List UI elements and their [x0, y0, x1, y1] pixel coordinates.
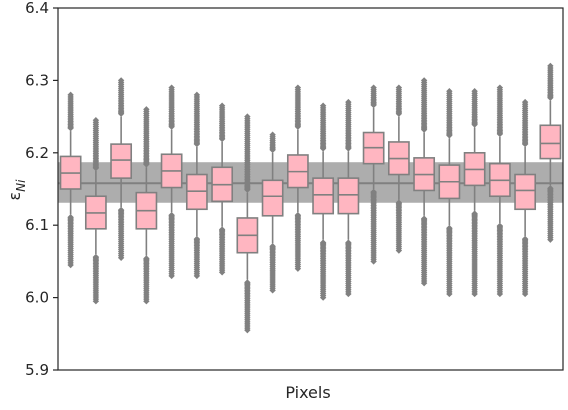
flier	[370, 84, 377, 91]
flier	[547, 62, 554, 70]
flier	[67, 91, 74, 99]
box-4	[135, 106, 158, 305]
box-2	[84, 117, 107, 305]
box-5	[160, 84, 183, 280]
flier	[319, 294, 327, 301]
flier	[294, 84, 302, 91]
flier	[345, 290, 352, 298]
flier	[168, 272, 175, 280]
axes-frame	[57, 7, 564, 371]
flier	[521, 98, 529, 106]
flier	[143, 298, 150, 305]
flier	[168, 84, 175, 91]
flier	[496, 84, 504, 91]
x-axis-label: Pixels	[285, 383, 330, 402]
y-axis-label-main: ε	[5, 192, 24, 201]
box-17	[463, 88, 486, 298]
flier	[446, 290, 453, 298]
flier	[521, 290, 529, 298]
y-axis-label: εNi	[5, 179, 28, 201]
flier	[218, 102, 226, 109]
flier	[496, 290, 504, 298]
plot-area	[58, 62, 563, 334]
flier	[269, 131, 276, 138]
box-iqr	[110, 143, 133, 179]
box-16	[438, 88, 461, 298]
flier	[471, 290, 478, 298]
box-15	[413, 77, 436, 287]
box-8	[236, 113, 259, 334]
flier	[395, 84, 403, 91]
box-6	[185, 91, 208, 280]
box-iqr	[261, 179, 284, 217]
y-tick-label: 5.9	[25, 361, 49, 379]
y-tick-label: 6.4	[25, 0, 49, 17]
flier	[218, 269, 226, 276]
box-3	[110, 77, 133, 261]
box-14	[387, 84, 410, 254]
flier	[244, 113, 251, 120]
box-7	[211, 102, 234, 276]
flier	[345, 98, 352, 106]
flier	[143, 106, 150, 113]
box-1	[59, 91, 82, 269]
flier	[117, 254, 125, 261]
flier	[319, 102, 327, 109]
flier	[471, 88, 478, 95]
box-iqr	[514, 173, 537, 211]
box-12	[337, 98, 360, 298]
flier	[269, 287, 276, 294]
flier	[193, 91, 201, 99]
y-tick-label: 6.3	[25, 71, 49, 89]
flier	[193, 272, 201, 280]
flier	[420, 279, 428, 287]
flier	[395, 247, 403, 254]
box-11	[312, 102, 335, 301]
y-tick-label: 6.0	[25, 289, 49, 307]
flier	[294, 265, 302, 272]
box-10	[286, 84, 309, 272]
flier	[92, 117, 100, 124]
flier	[67, 261, 74, 269]
flier	[92, 298, 100, 305]
box-9	[261, 131, 284, 294]
box-18	[488, 84, 511, 298]
flier	[244, 326, 251, 334]
box-13	[362, 84, 385, 265]
box-19	[514, 98, 537, 298]
flier	[446, 88, 453, 95]
flier	[547, 236, 554, 243]
y-tick-label: 6.1	[25, 216, 49, 234]
box-iqr	[539, 124, 562, 160]
flier	[370, 258, 377, 265]
y-tick-label: 6.2	[25, 144, 49, 162]
y-axis-label-sub: Ni	[14, 179, 28, 192]
box-20	[539, 62, 562, 243]
flier	[420, 77, 428, 84]
flier	[117, 77, 125, 84]
box-iqr	[337, 177, 360, 215]
box-iqr	[312, 177, 335, 215]
axes: 5.9 6.0 6.1 6.2 6.3 6.4	[25, 0, 564, 379]
